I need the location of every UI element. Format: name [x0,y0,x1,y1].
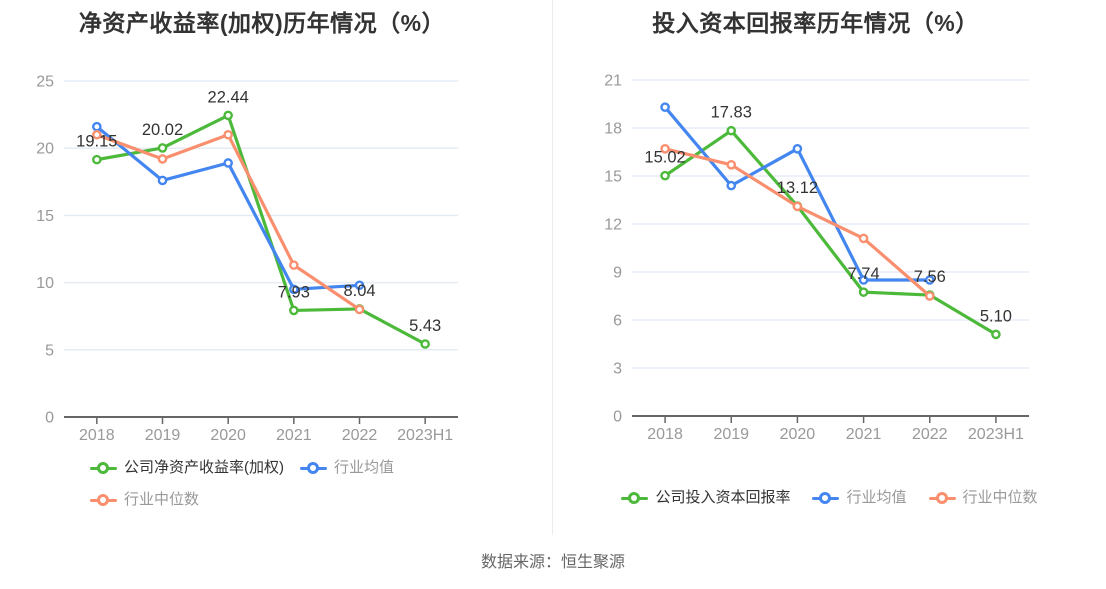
svg-text:2022: 2022 [342,427,378,444]
svg-text:13.12: 13.12 [777,179,818,197]
charts-row: 净资产收益率(加权)历年情况（%） 0 5 10 15 20 25 2018 2019 2020… [0,0,1106,535]
roic-chart-panel: 投入资本回报率历年情况（%） 0 3 6 9 12 15 18 21 2018 2019 2020 2… [553,0,1106,535]
industry-median-series-line-marker-icon [928,492,956,504]
svg-text:5.43: 5.43 [409,317,441,335]
svg-text:20.02: 20.02 [142,121,183,139]
company-series-line-marker-icon [90,462,117,474]
data-source-note: 数据来源：恒生聚源 [480,554,625,571]
company-series-line-marker-icon [621,492,649,504]
svg-text:0: 0 [613,409,622,426]
roe-line-chart: 0 5 10 15 20 25 2018 2019 2020 2021 2022 2023H1 19.1… [36,74,458,444]
svg-text:7.74: 7.74 [848,265,880,283]
legend-label-industry-avg-roic: 行业均值 [846,489,907,506]
svg-text:8.04: 8.04 [343,282,375,300]
svg-text:12: 12 [604,217,622,234]
industry-avg-series-line-marker-icon [812,492,840,504]
svg-text:17.83: 17.83 [711,104,752,122]
svg-text:9: 9 [613,265,622,282]
legend-label-industry-avg-roe: 行业均值 [334,459,395,476]
svg-text:6: 6 [613,313,622,330]
svg-text:0: 0 [45,410,54,427]
svg-text:2018: 2018 [647,426,683,443]
svg-text:19.15: 19.15 [76,133,117,151]
legend-item-industry-avg-roe[interactable]: 行业均值 [300,459,394,477]
svg-text:10: 10 [36,275,54,292]
svg-text:7.93: 7.93 [278,283,310,301]
svg-text:5: 5 [45,342,54,359]
legend-label-company-roe: 公司净资产收益率(加权) [124,459,284,476]
legend-item-industry-avg-roic[interactable]: 行业均值 [812,489,907,507]
svg-text:21: 21 [604,73,622,90]
roe-chart-panel: 净资产收益率(加权)历年情况（%） 0 5 10 15 20 25 2018 2019 2020… [0,0,553,535]
svg-text:15.02: 15.02 [644,149,685,167]
svg-text:2023H1: 2023H1 [968,426,1024,443]
svg-text:15: 15 [36,208,54,225]
roic-line-chart: 0 3 6 9 12 15 18 21 2018 2019 2020 2021 2022 2023H1 15… [604,73,1029,443]
legend-item-company-roic[interactable]: 公司投入资本回报率 [621,489,790,507]
svg-text:5.10: 5.10 [980,307,1012,325]
legend-item-industry-median-roe[interactable]: 行业中位数 [90,491,199,509]
svg-text:2020: 2020 [780,426,816,443]
svg-text:2023H1: 2023H1 [397,427,453,444]
legend-item-company-roe[interactable]: 公司净资产收益率(加权) [90,459,284,477]
roic-chart-title: 投入资本回报率历年情况（%） [652,10,979,36]
industry-avg-series-line-marker-icon [300,462,327,474]
roic-chart-legend: 公司投入资本回报率 行业均值 行业中位数 [553,489,1106,507]
legend-label-company-roic: 公司投入资本回报率 [655,489,791,506]
legend-item-industry-median-roic[interactable]: 行业中位数 [928,489,1038,507]
roe-chart-legend: 公司净资产收益率(加权) 行业均值 行业中位数 [90,459,450,509]
svg-text:18: 18 [604,121,622,138]
svg-text:20: 20 [36,141,54,158]
svg-text:2019: 2019 [145,427,181,444]
legend-label-industry-median-roic: 行业中位数 [962,489,1038,506]
svg-text:7.56: 7.56 [914,268,946,286]
legend-label-industry-median-roe: 行业中位数 [124,491,200,508]
svg-text:2020: 2020 [210,427,246,444]
svg-text:2021: 2021 [276,427,312,444]
svg-text:22.44: 22.44 [208,88,249,106]
svg-text:15: 15 [604,169,622,186]
roe-chart-title: 净资产收益率(加权)历年情况（%） [78,10,446,36]
industry-median-series-line-marker-icon [90,494,117,506]
svg-text:2018: 2018 [79,427,115,444]
svg-text:2022: 2022 [912,426,948,443]
svg-text:2019: 2019 [713,426,749,443]
svg-text:3: 3 [613,361,622,378]
svg-text:2021: 2021 [846,426,882,443]
svg-text:25: 25 [36,74,54,91]
